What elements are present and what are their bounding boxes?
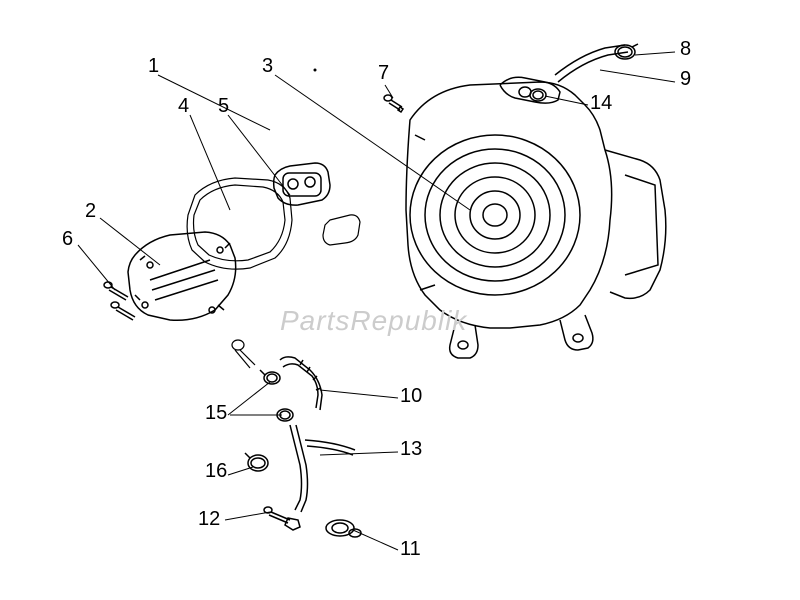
bolt-part-12: [264, 507, 300, 530]
clip-part: [323, 215, 360, 245]
callout-15: 15: [205, 402, 227, 425]
cover-part-2: [128, 232, 236, 320]
callout-4: 4: [178, 95, 189, 118]
callout-3: 3: [262, 55, 273, 78]
callout-5: 5: [218, 95, 229, 118]
gasket-part-11: [326, 520, 361, 537]
callout-13: 13: [400, 438, 422, 461]
callout-9: 9: [680, 68, 691, 91]
fitting: [232, 340, 255, 368]
hose-part-9: [555, 45, 628, 82]
grommet-part-14: [530, 89, 546, 101]
screw-part-7: [384, 95, 403, 112]
callout-6: 6: [62, 228, 73, 251]
callout-11: 11: [400, 538, 421, 561]
callout-14: 14: [590, 92, 612, 115]
callout-10: 10: [400, 385, 422, 408]
callout-7: 7: [378, 62, 389, 85]
clamp-part-15: [260, 370, 293, 421]
fan-housing-part: [406, 77, 666, 358]
hose-part-10: [280, 357, 322, 410]
hose-part-13: [290, 425, 355, 512]
callout-8: 8: [680, 38, 691, 61]
callout-1: 1: [148, 55, 159, 78]
callout-2: 2: [85, 200, 96, 223]
leader-lines: [78, 52, 675, 550]
callout-16: 16: [205, 460, 227, 483]
parts-diagram: 1 2 3 4 5 6 7 8 9 10 11 12 13 14 15 16 P…: [0, 0, 800, 600]
callout-12: 12: [198, 508, 220, 531]
